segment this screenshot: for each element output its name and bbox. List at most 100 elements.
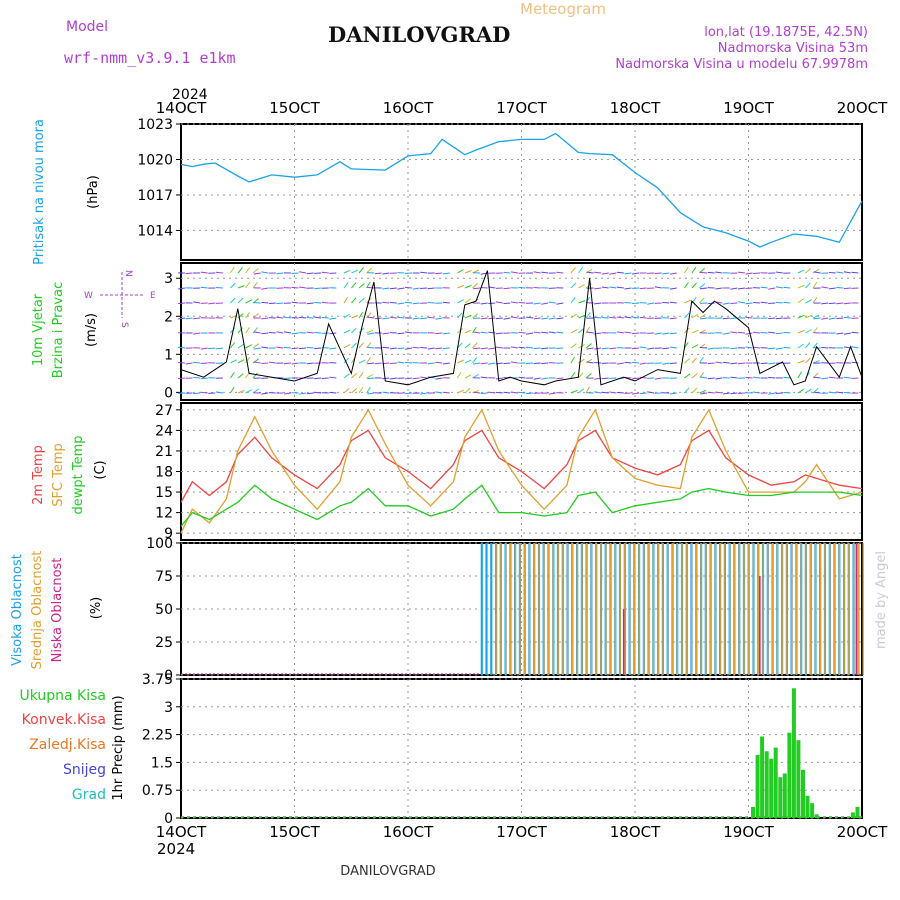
wind-arrow	[632, 377, 640, 380]
wind-arrow	[775, 332, 783, 335]
wind-arrow	[631, 332, 640, 335]
wind-arrow	[473, 287, 481, 290]
precip-bar	[769, 758, 774, 818]
wind-arrow	[797, 388, 805, 394]
wind-arrow	[283, 392, 292, 395]
wind-arrow	[843, 287, 851, 290]
wind-arrow	[578, 388, 585, 394]
wind-arrow	[412, 317, 420, 320]
wind-arrow	[464, 374, 472, 379]
wind-arrow	[616, 391, 624, 394]
wind-arrow	[464, 343, 471, 349]
wind-arrow	[382, 332, 390, 335]
wind-arrow	[775, 317, 783, 320]
wind-arrow	[405, 347, 413, 350]
top-xtick-label: 20OCT	[837, 99, 888, 117]
wind-arrow	[283, 331, 292, 334]
precip-bar	[773, 747, 778, 818]
wind-arrow	[805, 388, 812, 394]
wind-arrow	[586, 347, 594, 350]
wind-arrow	[737, 271, 745, 274]
wind-arrow	[382, 301, 390, 304]
wind-arrow	[427, 316, 435, 319]
wind-arrow	[737, 392, 745, 394]
wind-arrow	[456, 371, 462, 379]
wind-arrow	[404, 361, 413, 364]
precip-bar	[801, 769, 805, 818]
wind-arrow	[314, 377, 322, 380]
top-xtick-label: 17OCT	[496, 99, 547, 117]
wind-arrow	[215, 347, 223, 350]
wind-arrow	[268, 361, 276, 364]
wind-arrow	[601, 377, 609, 380]
wind-arrow	[775, 301, 783, 304]
wind-arrow	[533, 317, 541, 320]
wind-arrow	[367, 392, 375, 395]
wind-arrow	[828, 272, 836, 274]
wind-arrow	[760, 301, 768, 304]
bottom-xtick-label: 20OCT	[837, 823, 888, 841]
wind-arrow	[457, 269, 464, 274]
wind-arrow	[464, 284, 472, 289]
wind-arrow	[306, 362, 314, 365]
wind-arrow	[669, 392, 677, 395]
wind-arrow	[821, 286, 829, 289]
wind-arrow	[367, 286, 375, 289]
wind-arrow	[699, 313, 706, 319]
wind-arrow	[358, 283, 365, 289]
ytick-label: 18	[155, 465, 173, 481]
ytick-label: 25	[155, 635, 173, 651]
temp2m-label: 2m Temp	[31, 445, 46, 505]
top-xtick-label: 18OCT	[610, 99, 661, 117]
ytick-label: 1	[164, 347, 173, 363]
wind-arrow	[601, 317, 609, 319]
wind-arrow	[828, 391, 836, 394]
wind-arrow	[299, 286, 307, 289]
wind-arrow	[351, 282, 357, 289]
wind-arrow	[435, 377, 443, 380]
wind-arrow	[585, 326, 591, 334]
wind-arrow	[495, 377, 503, 380]
wind-arrow	[518, 287, 526, 289]
wind-arrow	[237, 373, 244, 379]
wind-arrow	[594, 271, 602, 274]
wind-arrow	[200, 347, 208, 350]
wind-arrow	[420, 392, 428, 395]
wind-arrow	[578, 300, 586, 304]
wind-arrow	[745, 287, 753, 289]
wind-arrow	[699, 283, 706, 289]
pressure-ylabel: Pritisak na nivou mora	[32, 119, 47, 265]
wind-arrow	[351, 372, 358, 379]
ytick-label: 21	[155, 444, 173, 460]
wind-arrow	[737, 301, 746, 304]
wind-arrow	[185, 362, 193, 365]
wind-arrow	[797, 284, 805, 289]
wind-arrow	[662, 301, 670, 304]
wind-arrow	[541, 271, 549, 274]
wind-arrow	[215, 287, 223, 289]
wind-arrow	[442, 347, 450, 349]
wind-arrow	[700, 376, 708, 379]
pressure-line	[180, 132, 863, 248]
wind-arrow	[684, 358, 691, 364]
wind-arrow	[548, 317, 556, 320]
wind-arrow	[828, 287, 836, 290]
wind-arrow	[405, 377, 413, 380]
wind-arrow	[229, 386, 235, 394]
wind-arrow	[639, 362, 647, 365]
bottom-xtick-label: 17OCT	[496, 823, 547, 841]
wind-arrow	[177, 346, 186, 349]
wind-arrow	[805, 268, 812, 274]
wind-arrow	[495, 301, 503, 304]
wind-arrow	[200, 271, 208, 274]
panel-frame	[180, 678, 863, 819]
wind-arrow	[245, 357, 251, 364]
wind-arrow	[624, 331, 632, 334]
legend-freezing-rain: Zaledj.Kisa	[29, 737, 106, 753]
wind-arrow	[601, 347, 609, 350]
wind-arrow	[797, 343, 804, 349]
wind-arrow	[813, 376, 821, 379]
wind-arrow	[472, 342, 478, 349]
wind-arrow	[586, 271, 594, 274]
wind-arrow	[253, 347, 261, 350]
